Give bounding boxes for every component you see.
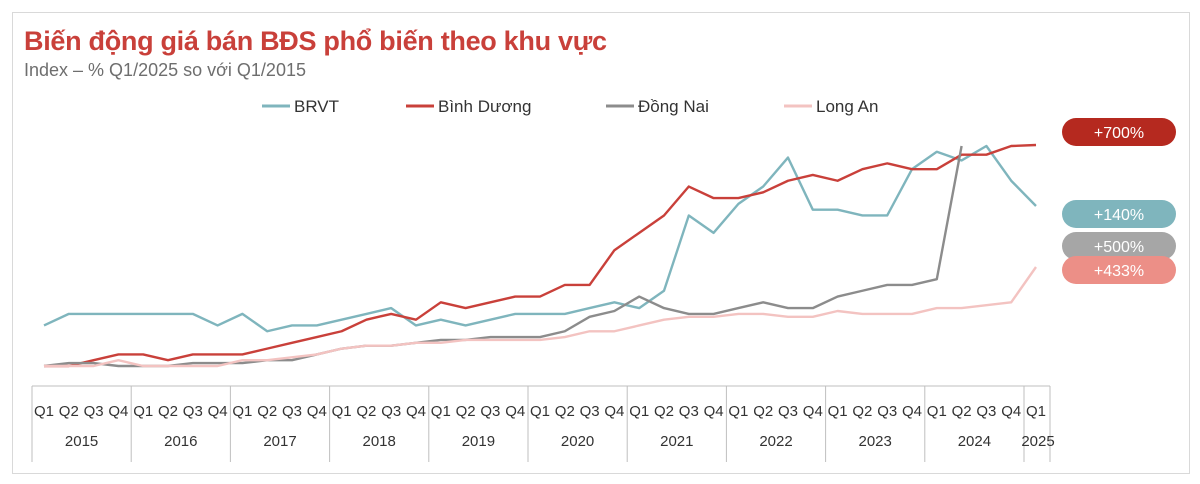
legend-label-3: Long An [816,97,878,116]
end-label-text-0: +700% [1094,125,1144,142]
year-tick-label: 2021 [660,433,693,450]
end-label-text-2: +500% [1094,239,1144,256]
quarter-tick-label: Q3 [580,403,600,420]
end-label-pill-3 [1062,256,1176,284]
year-tick-label: 2020 [561,433,594,450]
end-label-text-3: +433% [1094,263,1144,280]
legend-label-0: BRVT [294,97,339,116]
quarter-tick-label: Q2 [555,403,575,420]
quarter-tick-label: Q4 [406,403,426,420]
quarter-tick-label: Q1 [332,403,352,420]
quarter-tick-label: Q3 [282,403,302,420]
year-tick-label: 2024 [958,433,991,450]
quarter-tick-label: Q2 [852,403,872,420]
quarter-tick-label: Q3 [183,403,203,420]
quarter-tick-label: Q4 [505,403,525,420]
quarter-tick-label: Q3 [976,403,996,420]
quarter-tick-label: Q1 [728,403,748,420]
year-tick-label: 2018 [363,433,396,450]
quarter-tick-label: Q3 [877,403,897,420]
quarter-tick-label: Q4 [704,403,724,420]
quarter-tick-label: Q1 [232,403,252,420]
year-tick-label: 2015 [65,433,98,450]
quarter-tick-label: Q2 [356,403,376,420]
quarter-tick-label: Q2 [654,403,674,420]
end-label-pill-0 [1062,118,1176,146]
quarter-tick-label: Q2 [257,403,277,420]
year-tick-label: 2017 [263,433,296,450]
quarter-tick-label: Q3 [679,403,699,420]
year-tick-label: 2016 [164,433,197,450]
series-line-2 [43,145,963,368]
quarter-tick-label: Q2 [456,403,476,420]
quarter-tick-label: Q1 [927,403,947,420]
end-label-pill-2 [1062,232,1176,260]
quarter-tick-label: Q1 [530,403,550,420]
quarter-tick-label: Q4 [604,403,624,420]
quarter-tick-label: Q4 [208,403,228,420]
quarter-tick-label: Q4 [803,403,823,420]
end-label-pill-1 [1062,200,1176,228]
chart-title: Biến động giá bán BĐS phổ biến theo khu … [24,26,607,56]
quarter-tick-label: Q3 [381,403,401,420]
series-line-3 [44,266,1037,368]
quarter-tick-label: Q1 [629,403,649,420]
year-tick-label: 2022 [759,433,792,450]
quarter-tick-label: Q1 [828,403,848,420]
quarter-tick-label: Q4 [108,403,128,420]
quarter-tick-label: Q2 [952,403,972,420]
quarter-tick-label: Q1 [34,403,54,420]
year-tick-label: 2019 [462,433,495,450]
quarter-tick-label: Q4 [902,403,922,420]
chart-subtitle: Index – % Q1/2025 so với Q1/2015 [24,60,306,80]
year-tick-label: 2023 [859,433,892,450]
chart-frame [12,12,1190,474]
end-label-text-1: +140% [1094,207,1144,224]
quarter-tick-label: Q4 [1001,403,1021,420]
quarter-tick-label: Q4 [307,403,327,420]
legend-label-2: Đồng Nai [638,97,709,116]
quarter-tick-label: Q1 [133,403,153,420]
quarter-tick-label: Q1 [1026,403,1046,420]
quarter-tick-label: Q2 [753,403,773,420]
quarter-tick-label: Q1 [431,403,451,420]
legend-label-1: Bình Dương [438,97,531,116]
series-line-1 [44,143,1037,368]
quarter-tick-label: Q3 [84,403,104,420]
year-tick-label: 2025 [1021,433,1054,450]
quarter-tick-label: Q2 [158,403,178,420]
series-line-0 [43,144,1037,333]
quarter-tick-label: Q3 [778,403,798,420]
quarter-tick-label: Q2 [59,403,79,420]
quarter-tick-label: Q3 [480,403,500,420]
